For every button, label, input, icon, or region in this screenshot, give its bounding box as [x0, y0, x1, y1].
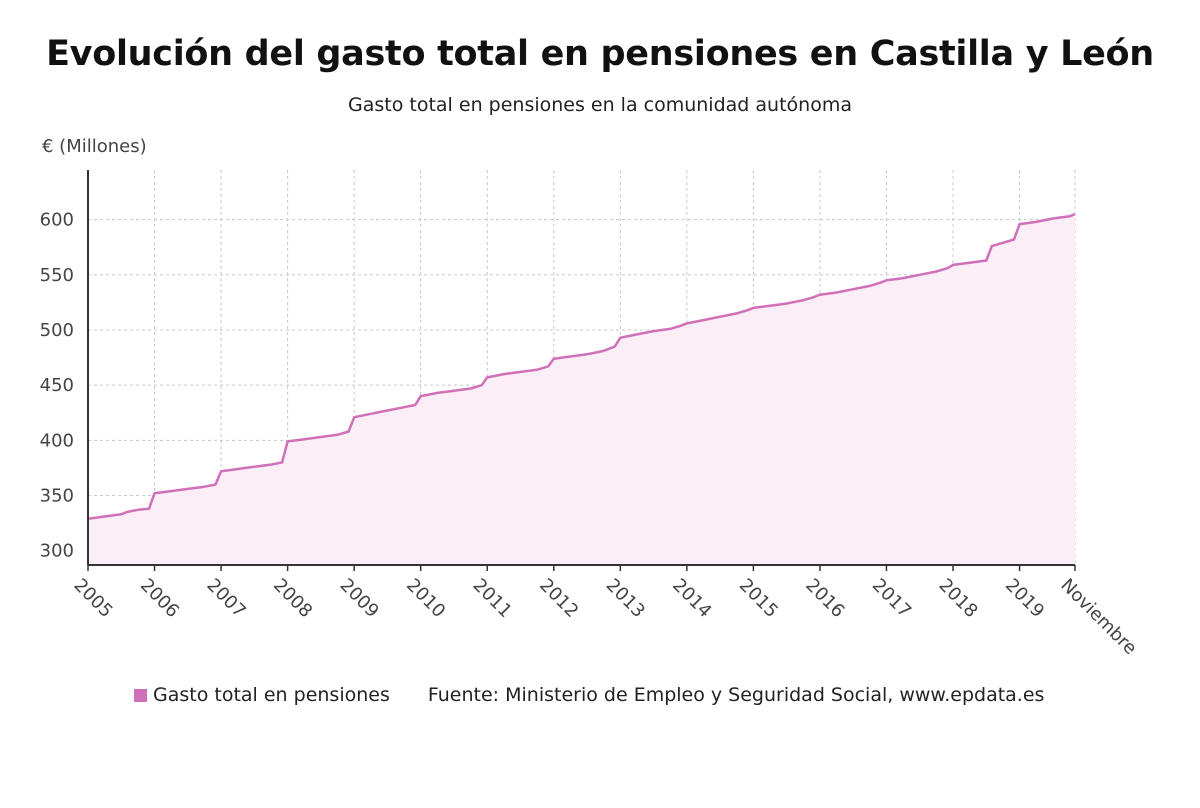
axes: [87, 170, 1076, 571]
y-tick-label: 500: [40, 320, 74, 341]
legend-label: Gasto total en pensiones: [153, 684, 390, 706]
chart-title: Evolución del gasto total en pensiones e…: [46, 34, 1154, 74]
x-tick-label: 2006: [136, 575, 183, 622]
y-tick-label: 400: [40, 430, 74, 451]
legend: Gasto total en pensiones Fuente: Ministe…: [134, 684, 1044, 706]
series-line: [87, 212, 1076, 520]
x-tick-label: 2017: [868, 575, 915, 622]
x-tick-label: 2014: [668, 575, 715, 622]
y-tick-label: 600: [40, 210, 74, 231]
x-tick-labels: 2005 2006 2007 2008 2009 2010 2011 2012 2013 2014…: [69, 575, 1140, 659]
source-note: Fuente: Ministerio de Empleo y Seguridad…: [427, 684, 1045, 706]
y-tick-label: 450: [40, 375, 74, 396]
legend-swatch: [134, 688, 147, 702]
x-tick-label: 2011: [469, 575, 516, 622]
x-tick-label: Noviembre: [1056, 575, 1140, 659]
x-tick-label: 2008: [269, 575, 316, 622]
x-tick-label: 2009: [336, 575, 383, 622]
y-tick-label: 300: [40, 541, 74, 562]
x-tick-label: 2012: [535, 575, 582, 622]
x-tick-label: 2007: [202, 575, 249, 622]
chart-subtitle: Gasto total en pensiones en la comunidad…: [348, 94, 852, 116]
x-tick-label: 2019: [1001, 575, 1048, 622]
x-tick-label: 2018: [934, 575, 981, 622]
x-tick-label: 2010: [402, 575, 449, 622]
x-tick-label: 2016: [801, 575, 848, 622]
y-tick-label: 550: [40, 265, 74, 286]
y-tick-labels: 300 350 400 450 500 550 600: [40, 210, 74, 562]
x-tick-label: 2013: [602, 575, 649, 622]
series-area: [88, 214, 1075, 565]
x-tick-label: 2015: [735, 575, 782, 622]
y-tick-label: 350: [40, 485, 74, 506]
x-tick-label: 2005: [69, 575, 116, 622]
y-axis-label: € (Millones): [42, 136, 147, 157]
